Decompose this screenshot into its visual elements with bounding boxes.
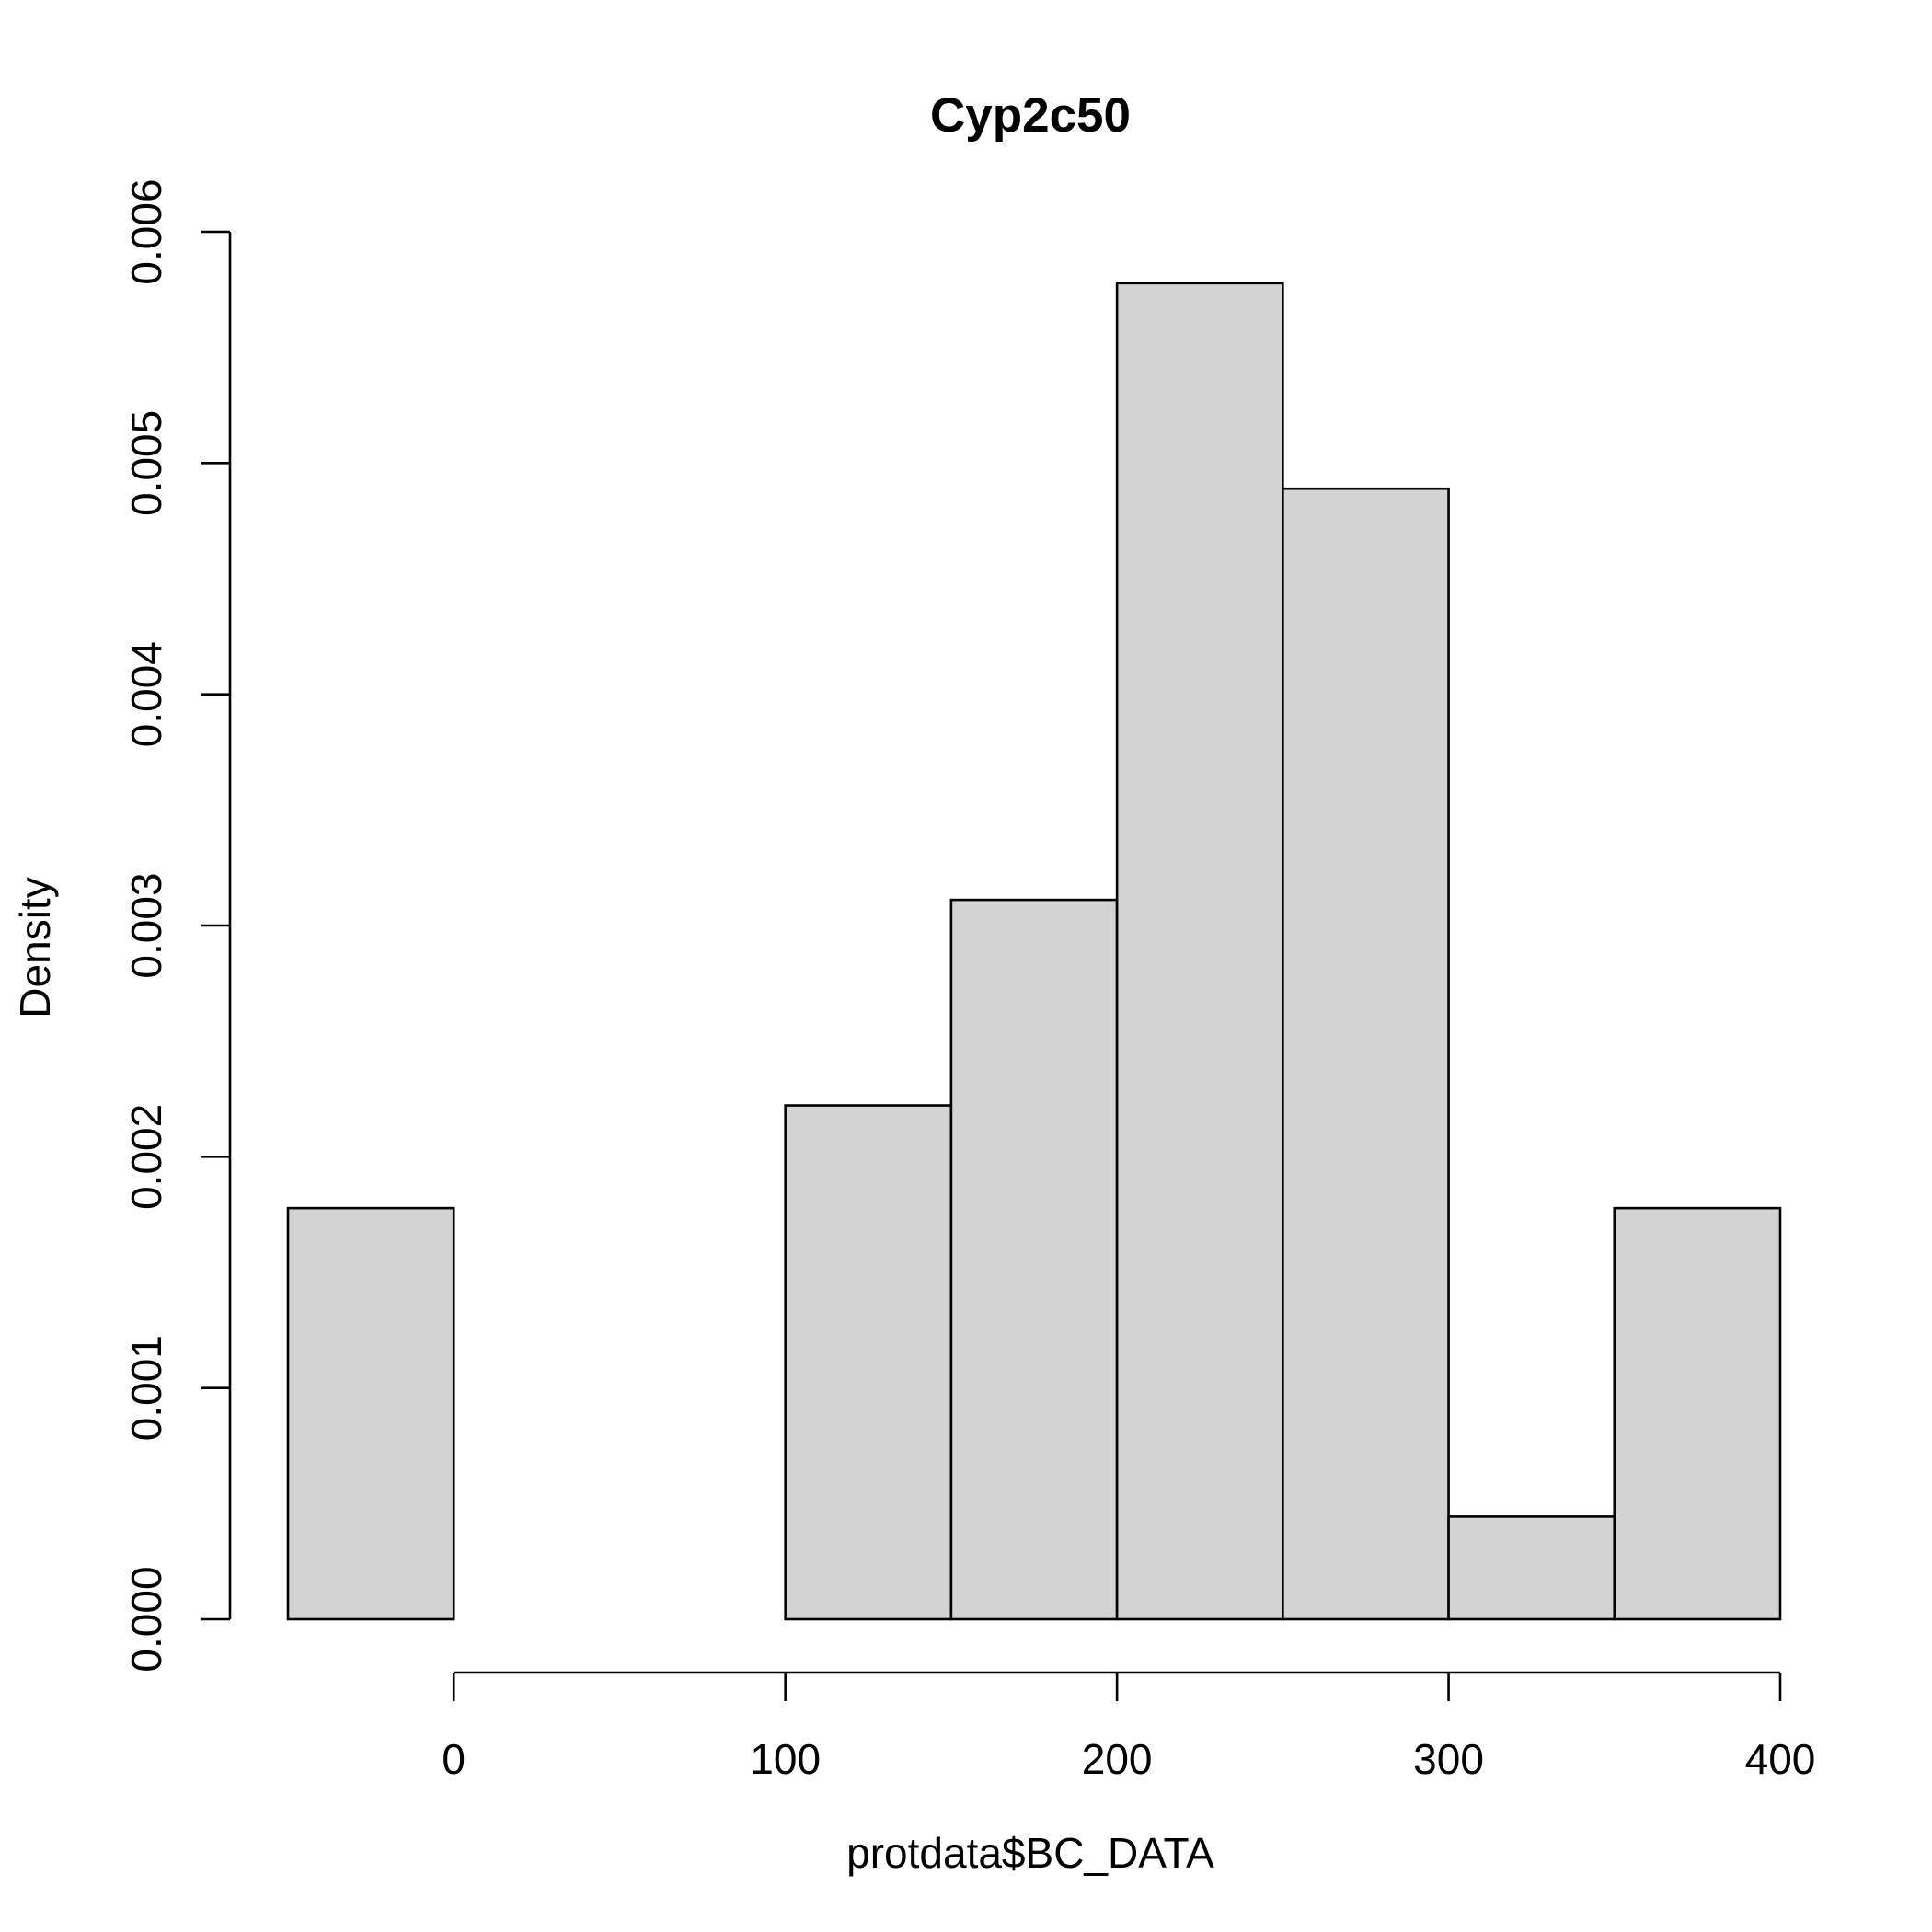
x-tick-label-2: 200 [1082,1735,1153,1783]
bars-group [286,282,1782,1621]
x-tick-label-3: 300 [1413,1735,1484,1783]
histogram-bar-4 [949,898,1119,1621]
y-tick-label-0: 0.000 [122,1566,170,1672]
y-tick-label-5: 0.005 [122,410,170,516]
y-axis: 0.000 0.001 0.002 0.003 0.004 0.005 0.006 [122,178,232,1673]
y-tick-label-4: 0.004 [122,641,170,747]
x-axis-label: protdata$BC_DATA [846,1829,1214,1877]
y-tick-label-6: 0.006 [122,178,170,284]
x-tick-label-4: 400 [1745,1735,1816,1783]
x-tick-label-1: 100 [750,1735,821,1783]
x-tick-label-0: 0 [442,1735,466,1783]
x-axis: 0 100 200 300 400 [442,1671,1816,1783]
y-axis-label: Density [11,877,59,1018]
histogram-bar-3 [784,1104,953,1621]
y-tick-label-1: 0.001 [122,1335,170,1441]
y-tick-label-3: 0.003 [122,872,170,978]
chart-title: Cyp2c50 [930,88,1131,143]
histogram-bar-6 [1282,487,1450,1621]
histogram-bar-0 [286,1206,455,1621]
histogram-bar-8 [1613,1206,1782,1621]
y-tick-label-2: 0.002 [122,1104,170,1210]
histogram-bar-7 [1447,1515,1616,1621]
histogram-bar-5 [1115,282,1284,1621]
